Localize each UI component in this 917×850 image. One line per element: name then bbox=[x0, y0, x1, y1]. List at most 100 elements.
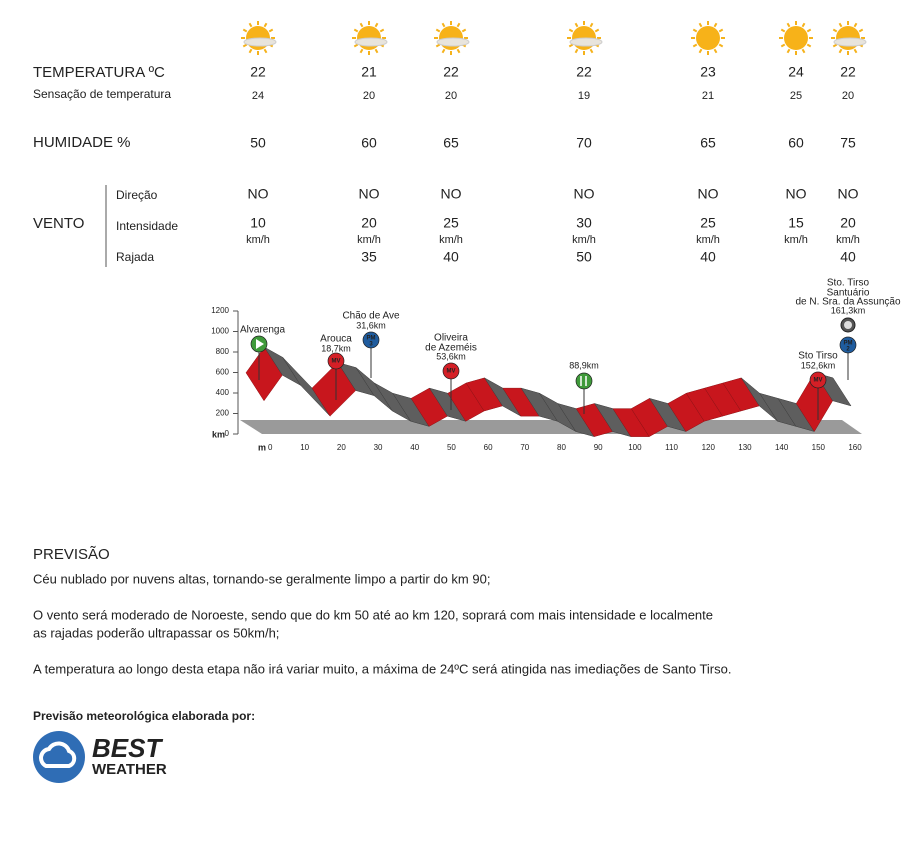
wind-speed: 30 bbox=[576, 215, 592, 231]
y-axis-label: km bbox=[212, 429, 225, 439]
sun-ray bbox=[692, 28, 698, 33]
cloud bbox=[436, 37, 470, 47]
x-tick-label: 110 bbox=[665, 443, 678, 452]
feel: 21 bbox=[702, 90, 714, 102]
sun bbox=[784, 26, 808, 50]
feel: 25 bbox=[790, 90, 802, 102]
sun-ray bbox=[858, 28, 864, 33]
badge: PM bbox=[367, 336, 376, 342]
sun-ray bbox=[718, 43, 724, 48]
fork bbox=[580, 376, 587, 386]
humidity: 60 bbox=[788, 135, 804, 151]
point-icon bbox=[362, 331, 380, 349]
point-icon bbox=[327, 352, 345, 370]
wind-dir: NO bbox=[248, 186, 269, 202]
sun bbox=[696, 26, 720, 50]
x-tick-label: 70 bbox=[520, 443, 529, 452]
x-tick-label: 60 bbox=[484, 443, 493, 452]
speed-unit: km/h bbox=[246, 234, 270, 246]
badge-sub: 2 bbox=[846, 347, 850, 353]
wind-speed: 20 bbox=[361, 215, 377, 231]
point-label: Oliveira bbox=[434, 333, 468, 344]
point-label: de Azeméis bbox=[425, 343, 477, 354]
sun-ray bbox=[574, 48, 579, 54]
temp: 22 bbox=[576, 64, 592, 80]
sun-ray bbox=[713, 22, 718, 28]
point-km: 53,6km bbox=[436, 351, 466, 361]
humidity: 70 bbox=[576, 135, 592, 151]
sun-ray bbox=[379, 28, 385, 33]
logo-text: WEATHER bbox=[92, 761, 167, 778]
speed-unit: km/h bbox=[836, 234, 860, 246]
wind-dir: NO bbox=[574, 186, 595, 202]
sun-ray bbox=[461, 28, 467, 33]
y-tick-label: 1200 bbox=[211, 306, 229, 315]
row-label: HUMIDADE % bbox=[33, 134, 131, 151]
row-label: VENTO bbox=[33, 215, 84, 232]
wind-speed: 10 bbox=[250, 215, 266, 231]
y-tick-label: 0 bbox=[225, 429, 230, 438]
feel: 20 bbox=[363, 90, 375, 102]
sun-ray bbox=[353, 28, 359, 33]
finish-icon-inner bbox=[844, 321, 852, 329]
sun-ray bbox=[594, 28, 600, 33]
x-axis-label: m bbox=[258, 442, 266, 452]
point-km: 152,6km bbox=[801, 360, 836, 370]
sun-ray bbox=[853, 22, 858, 28]
x-tick-label: 30 bbox=[374, 443, 383, 452]
sun-ray bbox=[242, 28, 248, 33]
x-tick-label: 150 bbox=[812, 443, 826, 452]
point-label: de N. Sra. da Assunção bbox=[795, 297, 901, 308]
point-label: Sto. Tirso bbox=[827, 278, 870, 289]
sun-ray bbox=[692, 43, 698, 48]
feel: 19 bbox=[578, 90, 590, 102]
forecast-text: Céu nublado por nuvens altas, tornando-s… bbox=[33, 571, 490, 586]
sun-ray bbox=[359, 48, 364, 54]
badge-sub: 3 bbox=[369, 342, 373, 348]
wind-gust: 35 bbox=[361, 249, 377, 265]
point-icon bbox=[839, 336, 857, 354]
sun-ray bbox=[456, 22, 461, 28]
x-tick-label: 140 bbox=[775, 443, 789, 452]
temp: 22 bbox=[840, 64, 856, 80]
humidity: 65 bbox=[443, 135, 459, 151]
sun-ray bbox=[456, 48, 461, 54]
forecast-text: as rajadas poderão ultrapassar os 50km/h… bbox=[33, 625, 279, 640]
sun-ray bbox=[435, 43, 441, 48]
wind-gust: 40 bbox=[700, 249, 716, 265]
speed-unit: km/h bbox=[572, 234, 596, 246]
point-icon bbox=[809, 371, 827, 389]
sun-ray bbox=[574, 22, 579, 28]
row-label: TEMPERATURA ºC bbox=[33, 64, 165, 81]
point-label: Chão de Ave bbox=[342, 311, 400, 322]
sun-ray bbox=[780, 28, 786, 33]
row-label: Rajada bbox=[116, 250, 154, 264]
wind-dir: NO bbox=[698, 186, 719, 202]
wind-gust: 50 bbox=[576, 249, 592, 265]
point-km: 18,7km bbox=[321, 343, 351, 353]
sun-ray bbox=[248, 48, 253, 54]
speed-unit: km/h bbox=[439, 234, 463, 246]
y-tick-label: 800 bbox=[216, 347, 230, 356]
temp: 21 bbox=[361, 64, 377, 80]
humidity: 75 bbox=[840, 135, 856, 151]
x-tick-label: 90 bbox=[594, 443, 603, 452]
point-km: 161,3km bbox=[831, 305, 866, 315]
point-icon bbox=[575, 372, 593, 390]
feel: 20 bbox=[842, 90, 854, 102]
sun-ray bbox=[838, 22, 843, 28]
sun-ray bbox=[248, 22, 253, 28]
wind-dir: NO bbox=[838, 186, 859, 202]
logo-cloud bbox=[39, 741, 77, 768]
sun-ray bbox=[801, 48, 806, 54]
y-tick-label: 1000 bbox=[211, 327, 229, 336]
sun-ray bbox=[568, 43, 574, 48]
wind-speed: 25 bbox=[443, 215, 459, 231]
badge: MV bbox=[814, 378, 823, 384]
cloud bbox=[354, 37, 388, 47]
sun-ray bbox=[441, 22, 446, 28]
badge: MV bbox=[332, 359, 341, 365]
badge: PM bbox=[844, 341, 853, 347]
point-label: Santuário bbox=[827, 288, 870, 299]
